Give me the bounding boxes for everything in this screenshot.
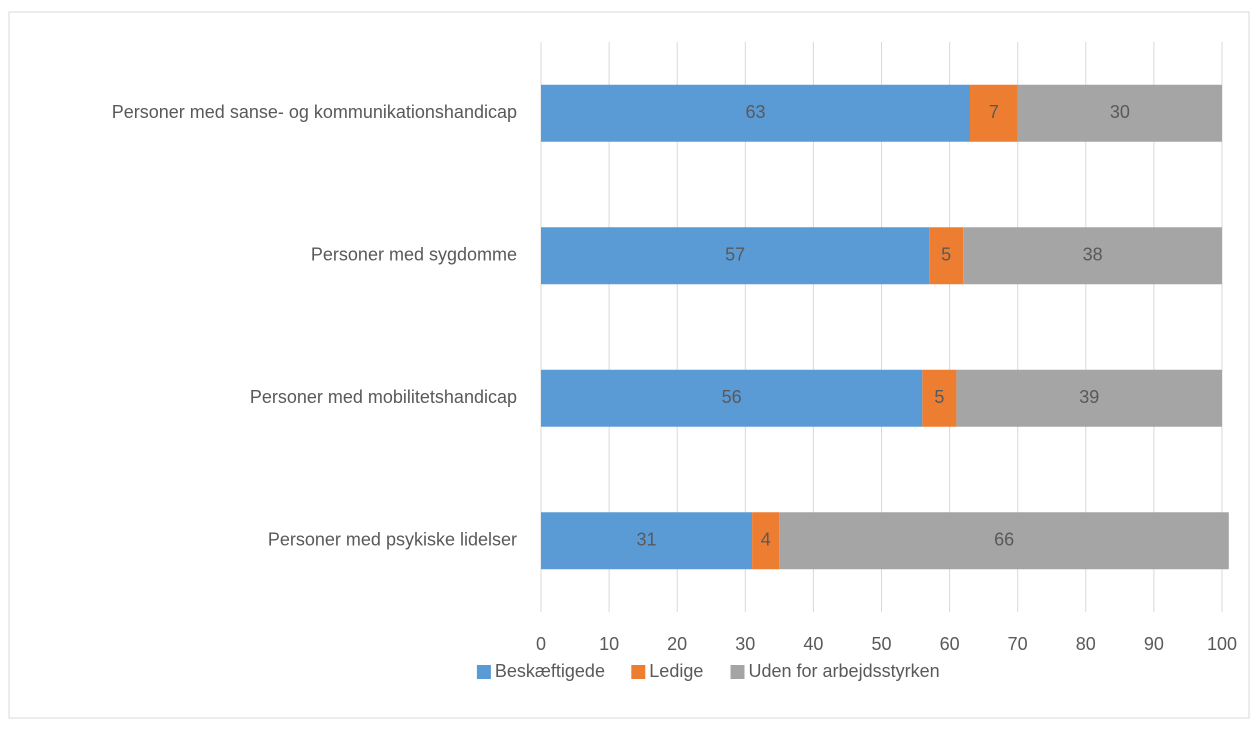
bar-segment (541, 84, 971, 142)
bar-segment (970, 84, 1018, 142)
x-tick-label: 80 (1076, 634, 1096, 654)
bar-segment (956, 369, 1222, 427)
bar-segment (541, 512, 753, 570)
bar-segment (541, 227, 930, 285)
data-label: 39 (1079, 387, 1099, 407)
x-tick-label: 100 (1207, 634, 1237, 654)
data-label: 30 (1110, 102, 1130, 122)
data-label: 31 (637, 530, 657, 550)
legend-swatch (631, 665, 646, 679)
category-label: Personer med sygdomme (311, 245, 517, 265)
legend-swatch (730, 665, 745, 679)
data-label: 4 (761, 530, 771, 550)
legend-label: Beskæftigede (495, 661, 605, 681)
bar-segment (779, 512, 1229, 570)
x-tick-label: 50 (871, 634, 891, 654)
bar-segment (541, 369, 923, 427)
data-label: 7 (989, 102, 999, 122)
bar-segment (929, 227, 964, 285)
bar-segment (752, 512, 780, 570)
x-tick-label: 90 (1144, 634, 1164, 654)
bar-segment (963, 227, 1222, 285)
x-tick-label: 10 (599, 634, 619, 654)
legend-swatch (476, 665, 491, 679)
legend-label: Ledige (649, 661, 703, 681)
bar-segment (1017, 84, 1222, 142)
data-label: 56 (722, 387, 742, 407)
x-tick-label: 0 (536, 634, 546, 654)
x-tick-label: 20 (667, 634, 687, 654)
category-label: Personer med mobilitetshandicap (250, 387, 517, 407)
data-label: 57 (725, 245, 745, 265)
x-tick-label: 70 (1008, 634, 1028, 654)
category-label: Personer med psykiske lidelser (268, 530, 517, 550)
x-tick-label: 30 (735, 634, 755, 654)
x-tick-label: 60 (940, 634, 960, 654)
data-label: 38 (1083, 245, 1103, 265)
data-label: 66 (994, 530, 1014, 550)
legend-label: Uden for arbejdsstyrken (749, 661, 940, 681)
category-label: Personer med sanse- og kommunikationshan… (112, 102, 517, 122)
data-label: 63 (745, 102, 765, 122)
data-label: 5 (934, 387, 944, 407)
data-label: 5 (941, 245, 951, 265)
x-tick-label: 40 (803, 634, 823, 654)
bar-segment (922, 369, 957, 427)
